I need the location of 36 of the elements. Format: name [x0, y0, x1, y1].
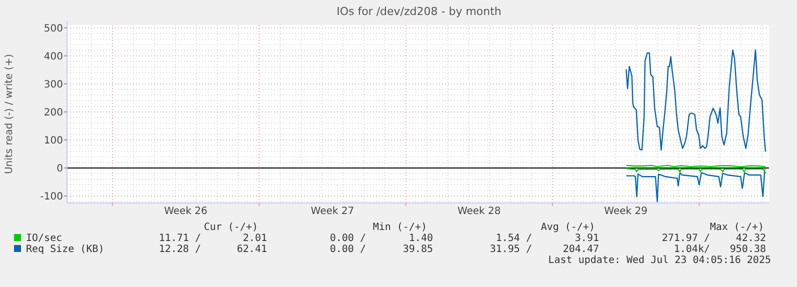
- text: 11.71 /: [158, 233, 201, 244]
- y-tick-label: 300: [44, 79, 63, 90]
- text: 31.95 /: [490, 244, 532, 255]
- text: 204.47: [562, 244, 599, 255]
- chart-title: IOs for /dev/zd208 - by month: [336, 5, 502, 18]
- y-tick-label: 100: [44, 135, 63, 146]
- y-tick-label: -100: [40, 191, 63, 202]
- text: 1.54 /: [496, 233, 532, 244]
- text: 0.00 /: [330, 244, 366, 255]
- x-tick-label: Week 26: [164, 206, 208, 217]
- x-tick-label: Week 29: [604, 206, 648, 217]
- text: 39.85: [402, 244, 433, 255]
- y-axis-title: Units read (-) / write (+): [4, 54, 15, 174]
- text: Min (-/+): [372, 222, 427, 233]
- text: 0.00 /: [330, 233, 366, 244]
- y-tick-label: 500: [44, 23, 63, 34]
- y-tick-label: 200: [44, 107, 63, 118]
- legend-label: Req Size (KB): [26, 244, 104, 255]
- y-tick-label: 0: [56, 163, 63, 174]
- text: 2.01: [242, 233, 267, 244]
- text: Cur (-/+): [204, 222, 258, 233]
- text: 62.41: [236, 244, 267, 255]
- text: 1.40: [408, 233, 433, 244]
- text: 12.28 /: [158, 244, 201, 255]
- x-tick-label: Week 27: [310, 206, 354, 217]
- text: 42.32: [736, 233, 766, 244]
- text: 1.04k/: [674, 244, 710, 255]
- text: 950.38: [730, 244, 766, 255]
- y-tick-label: 400: [44, 51, 63, 62]
- text: 271.97 /: [662, 233, 710, 244]
- text: Last update: Wed Jul 23 04:05:16 2025: [548, 255, 771, 266]
- text: Max (-/+): [710, 222, 764, 233]
- text: Avg (-/+): [540, 222, 595, 233]
- text: 3.91: [574, 233, 599, 244]
- legend-label: IO/sec: [26, 233, 62, 244]
- x-tick-label: Week 28: [457, 206, 501, 217]
